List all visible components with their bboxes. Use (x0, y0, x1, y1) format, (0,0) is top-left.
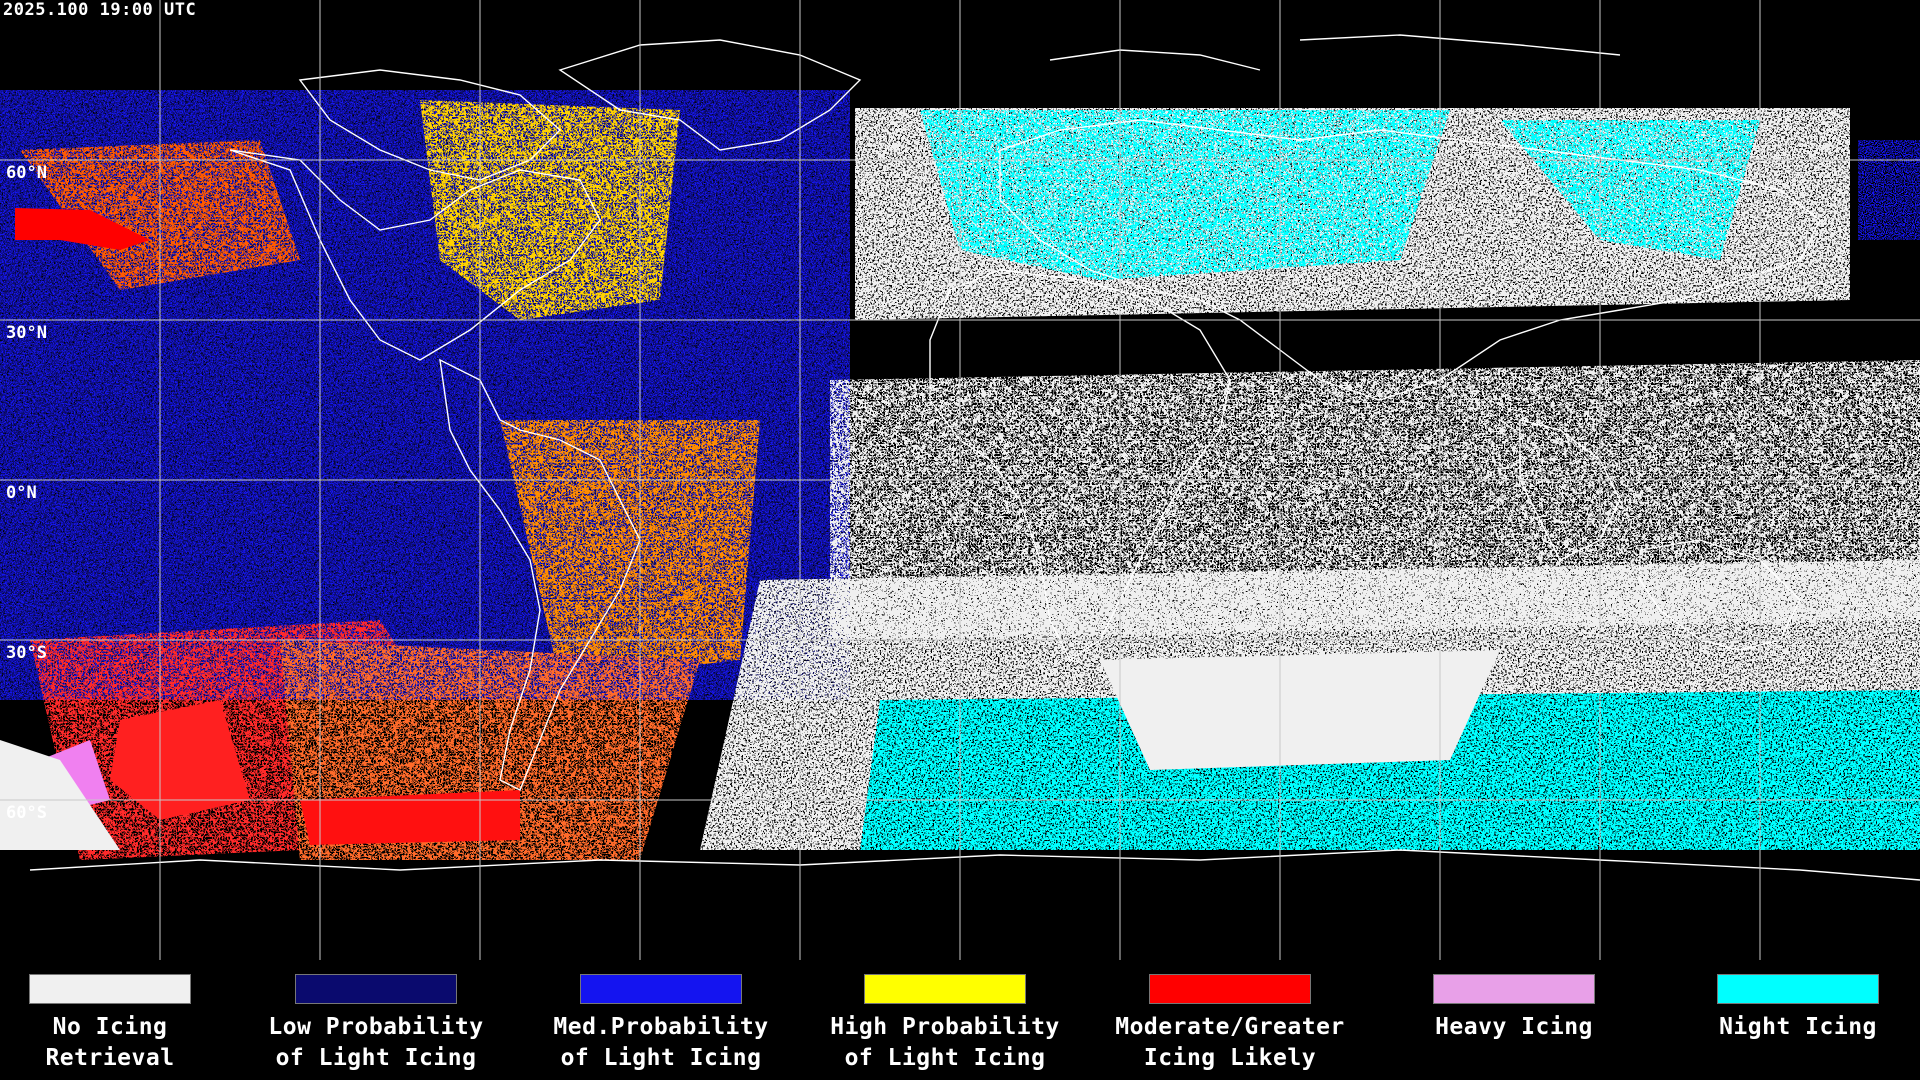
legend-label-heavy-icing: Heavy Icing (1435, 1014, 1593, 1040)
night-side-icing-field (0, 108, 1920, 850)
latlon-grid (0, 0, 1920, 960)
world-icing-map (0, 0, 1920, 960)
latitude-label-30s: 30°S (6, 643, 47, 663)
latitude-label-60s: 60°S (6, 803, 47, 823)
legend-swatch-low-probability (295, 974, 457, 1004)
legend-label-low-probability: Low Probability of Light Icing (268, 1014, 484, 1071)
latitude-label-30n: 30°N (6, 323, 47, 343)
timestamp-label: 2025.100 19:00 UTC (3, 0, 197, 20)
legend-item-heavy-icing: Heavy Icing (1389, 974, 1639, 1043)
legend-swatch-heavy-icing (1433, 974, 1595, 1004)
legend-label-night-icing: Night Icing (1719, 1014, 1877, 1040)
legend-swatch-moderate-greater (1149, 974, 1311, 1004)
latitude-label-60n: 60°N (6, 163, 47, 183)
legend-item-no-icing-retrieval: No Icing Retrieval (0, 974, 235, 1074)
icing-legend: No Icing Retrieval Low Probability of Li… (0, 960, 1920, 1080)
legend-label-no-icing-retrieval: No Icing Retrieval (45, 1014, 175, 1071)
legend-item-night-icing: Night Icing (1673, 974, 1920, 1043)
legend-swatch-high-probability (864, 974, 1026, 1004)
legend-swatch-med-probability (580, 974, 742, 1004)
legend-item-moderate-greater: Moderate/Greater Icing Likely (1105, 974, 1355, 1074)
legend-label-high-probability: High Probability of Light Icing (830, 1014, 1060, 1071)
legend-item-med-probability: Med.Probability of Light Icing (536, 974, 786, 1074)
day-side-icing-field (0, 90, 850, 860)
legend-item-high-probability: High Probability of Light Icing (820, 974, 1070, 1074)
legend-label-med-probability: Med.Probability of Light Icing (553, 1014, 769, 1071)
legend-swatch-night-icing (1717, 974, 1879, 1004)
legend-label-moderate-greater: Moderate/Greater Icing Likely (1115, 1014, 1345, 1071)
latitude-label-equator: 0°N (6, 483, 37, 503)
legend-item-low-probability: Low Probability of Light Icing (251, 974, 501, 1074)
legend-swatch-no-icing-retrieval (29, 974, 191, 1004)
